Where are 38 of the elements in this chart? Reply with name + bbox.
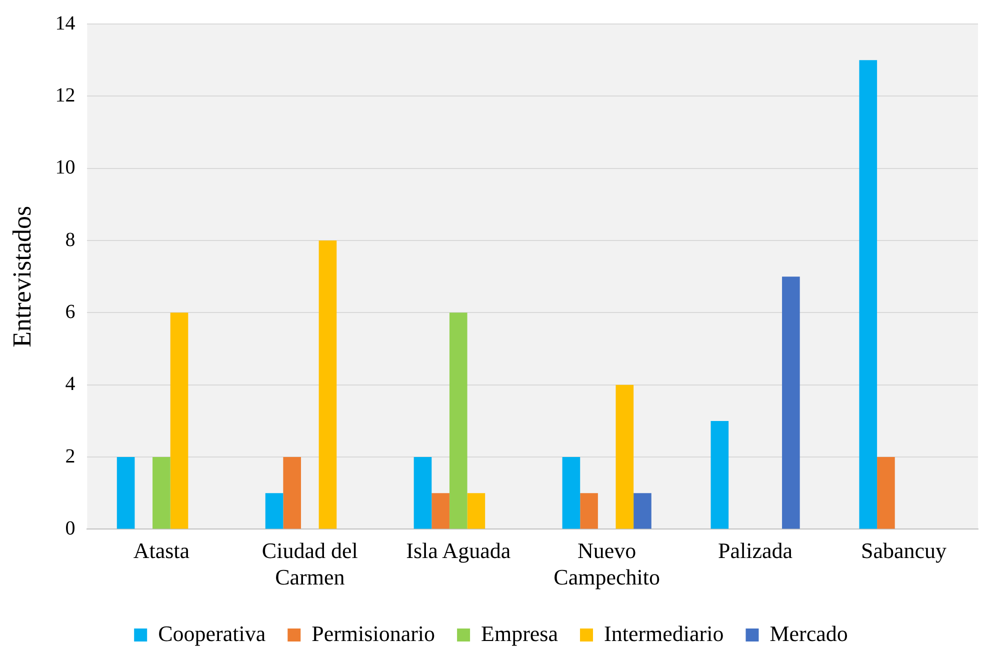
y-tick-label: 6 <box>65 300 76 323</box>
bar <box>170 312 188 529</box>
bar <box>152 457 170 529</box>
y-tick-label: 14 <box>55 12 76 34</box>
bar <box>414 457 432 529</box>
bar <box>432 493 450 529</box>
legend-label: Mercado <box>770 620 848 646</box>
y-tick-label: 8 <box>65 228 76 251</box>
bar <box>580 493 598 529</box>
x-tick-label: Sabancuy <box>861 538 947 564</box>
x-tick-label: Atasta <box>133 538 190 564</box>
x-tick-label: Isla Aguada <box>406 538 511 564</box>
bar <box>859 60 878 529</box>
bar <box>467 493 486 529</box>
bar <box>562 457 580 529</box>
x-tick-label: Ciudad del Carmen <box>262 538 358 590</box>
y-tick-label: 4 <box>65 373 76 396</box>
bar <box>449 312 468 529</box>
legend-label: Permisionario <box>312 620 436 646</box>
bar <box>283 457 301 529</box>
bar <box>616 384 634 529</box>
bar <box>782 276 800 529</box>
y-tick-label: 2 <box>65 445 76 468</box>
legend-label: Intermediario <box>604 620 724 646</box>
y-tick-label: 10 <box>55 156 76 179</box>
y-tick-label: 12 <box>55 84 76 106</box>
bar <box>877 457 895 529</box>
bar <box>116 457 135 529</box>
y-axis-title: Entrevistados <box>7 206 36 348</box>
bar <box>710 420 729 529</box>
y-tick-label: 0 <box>65 517 76 540</box>
legend-label: Empresa <box>481 620 558 646</box>
bar <box>265 493 284 529</box>
bar <box>634 493 652 529</box>
x-tick-label: Nuevo Campechito <box>554 538 660 590</box>
bar <box>318 240 337 529</box>
legend-label: Cooperativa <box>158 620 266 646</box>
x-tick-label: Palizada <box>718 538 793 564</box>
